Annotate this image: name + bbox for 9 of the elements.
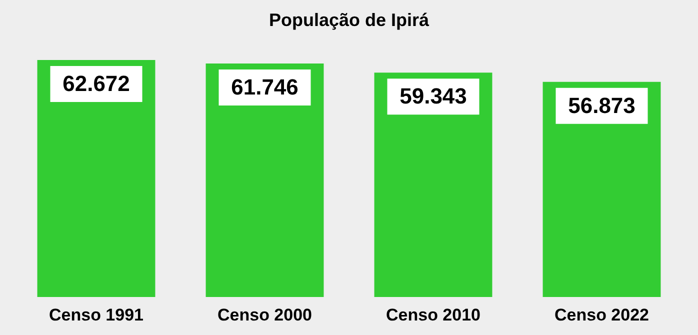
x-tick-label: Censo 2000 — [218, 306, 312, 324]
x-tick-label: Censo 2010 — [386, 306, 480, 324]
x-tick-label: Censo 1991 — [49, 306, 144, 324]
data-label: 56.873 — [568, 92, 636, 118]
data-label: 59.343 — [400, 84, 467, 109]
data-label: 61.746 — [231, 74, 298, 100]
x-tick-label: Censo 2022 — [554, 306, 649, 324]
chart-title: População de Ipirá — [268, 10, 430, 30]
data-label: 62.672 — [62, 71, 130, 96]
